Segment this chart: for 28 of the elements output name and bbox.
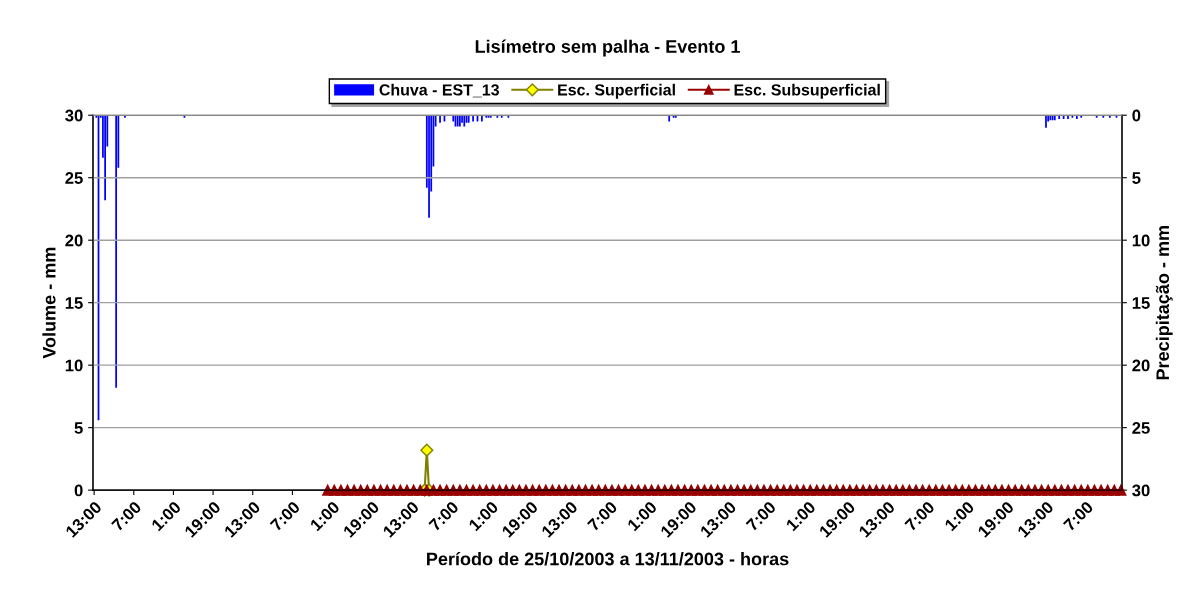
legend-label: Esc. Superficial — [558, 83, 675, 99]
y-tick-label: 20 — [65, 234, 83, 247]
chart-title: Lisímetro sem palha - Evento 1 — [475, 39, 740, 57]
y2-tick-label: 0 — [1132, 109, 1141, 122]
x-tick-label: 7:00 — [1062, 500, 1094, 532]
y2-axis-title: Precipitação - mm — [1155, 226, 1173, 380]
y2-tick-label: 30 — [1132, 484, 1150, 497]
y-tick-label: 5 — [74, 422, 83, 434]
x-axis-title: Período de 25/10/2003 a 13/11/2003 - horas — [427, 551, 789, 566]
x-tick-label: 7:00 — [111, 500, 142, 532]
x-tick-label: 7:00 — [269, 500, 301, 532]
y-tick-label: 30 — [65, 109, 83, 122]
y2-tick-label: 20 — [1132, 359, 1150, 372]
legend-label: Chuva - EST_13 — [379, 83, 499, 98]
y-axis-title: Volume - mm — [42, 247, 56, 359]
x-tick-label: 7:00 — [586, 500, 618, 532]
y-tick-label: 25 — [65, 172, 83, 184]
x-tick-label: 7:00 — [745, 500, 777, 532]
y-tick-label: 10 — [65, 359, 83, 372]
y2-tick-label: 10 — [1132, 234, 1150, 247]
y-tick-label: 15 — [65, 297, 83, 309]
legend-label: Esc. Subsuperficial — [734, 83, 880, 99]
x-tick-label: 7:00 — [428, 500, 460, 532]
y2-tick-label: 15 — [1132, 297, 1150, 309]
y2-tick-label: 25 — [1132, 422, 1150, 434]
x-tick-label: 7:00 — [904, 500, 936, 532]
y2-tick-label: 5 — [1132, 172, 1141, 184]
y-tick-label: 0 — [74, 484, 83, 497]
